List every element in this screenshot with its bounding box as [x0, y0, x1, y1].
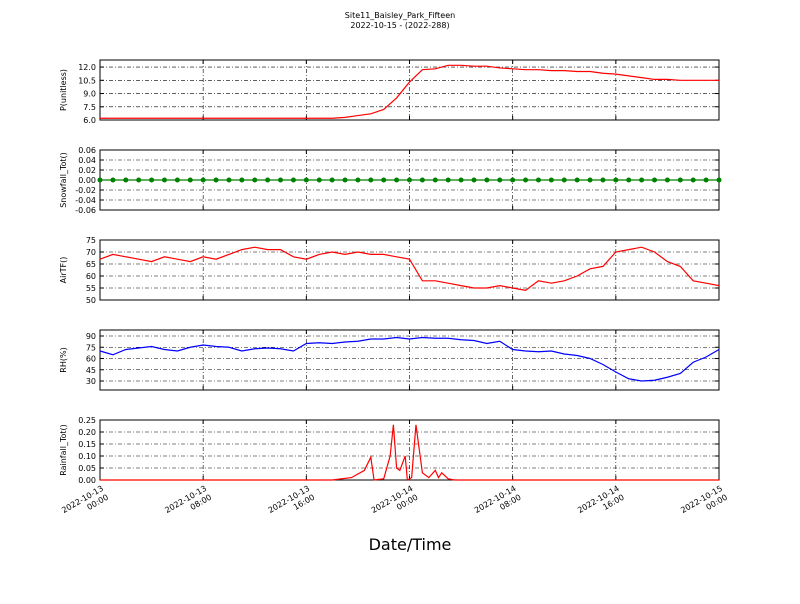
data-point — [252, 177, 258, 183]
y-tick-label: 9.0 — [83, 90, 96, 99]
data-point — [200, 177, 206, 183]
data-line — [99, 246, 720, 292]
y-tick-label: 0.02 — [78, 166, 96, 175]
data-point — [535, 177, 541, 183]
y-tick-label: -0.04 — [75, 196, 96, 205]
y-axis-label: Rainfall_Tot() — [59, 424, 68, 476]
y-tick-label: -0.02 — [75, 186, 96, 195]
y-tick-label: 75 — [86, 236, 96, 245]
data-point — [278, 177, 284, 183]
y-tick-label: 0.10 — [78, 452, 96, 461]
y-tick-label: -0.06 — [75, 206, 96, 215]
data-point — [523, 177, 529, 183]
y-tick-label: 0.00 — [78, 476, 96, 485]
data-point — [574, 177, 580, 183]
data-point — [561, 177, 567, 183]
data-point — [677, 177, 683, 183]
data-point — [265, 177, 271, 183]
data-point — [419, 177, 425, 183]
y-axis-label: Snowfall_Tot() — [59, 152, 68, 208]
data-line — [99, 336, 720, 382]
data-point — [368, 177, 374, 183]
y-tick-label: 6.0 — [83, 116, 96, 125]
y-axis-label: RH(%) — [59, 347, 68, 372]
data-point — [407, 177, 412, 183]
y-tick-label: 45 — [86, 366, 96, 375]
data-point — [471, 177, 477, 183]
y-tick-label: 12.0 — [78, 63, 96, 72]
data-line — [100, 424, 719, 481]
data-point — [290, 177, 296, 183]
y-tick-label: 0.00 — [78, 176, 96, 185]
data-point — [652, 177, 658, 183]
data-point — [510, 177, 516, 183]
y-tick-label: 0.05 — [78, 464, 96, 473]
y-tick-label: 7.5 — [83, 103, 96, 112]
data-point — [161, 177, 167, 183]
data-point — [174, 177, 180, 183]
data-point — [239, 177, 245, 183]
data-point — [342, 177, 348, 183]
data-point — [639, 177, 645, 183]
y-tick-label: 65 — [86, 260, 96, 269]
data-point — [548, 177, 554, 183]
y-tick-label: 10.5 — [78, 76, 96, 85]
data-point — [703, 177, 709, 183]
data-point — [303, 177, 309, 183]
plot-frame — [99, 419, 720, 481]
data-point — [458, 177, 464, 183]
chart-title: Site11_Baisley_Park_Fifteen — [345, 11, 455, 20]
data-point — [445, 177, 451, 183]
data-point — [600, 177, 606, 183]
data-point — [716, 177, 722, 183]
y-axis-label: P(unitless) — [59, 69, 68, 111]
data-point — [97, 177, 103, 183]
data-point — [316, 177, 322, 183]
data-point — [123, 177, 129, 183]
data-point — [613, 177, 619, 183]
y-tick-label: 70 — [86, 248, 96, 257]
plot-frame — [99, 59, 720, 121]
y-tick-label: 90 — [86, 332, 96, 341]
data-point — [149, 177, 155, 183]
plot-frame — [99, 329, 720, 391]
y-tick-label: 55 — [86, 284, 96, 293]
data-point — [329, 177, 335, 183]
y-tick-label: 0.06 — [78, 146, 96, 155]
data-point — [587, 177, 593, 183]
data-point — [626, 177, 632, 183]
y-tick-label: 50 — [86, 296, 96, 305]
data-point — [187, 177, 193, 183]
data-point — [136, 177, 142, 183]
y-tick-label: 60 — [86, 355, 96, 364]
y-tick-label: 0.25 — [78, 416, 96, 425]
x-axis-label: Date/Time — [369, 535, 452, 554]
data-point — [355, 177, 361, 183]
data-point — [381, 177, 387, 183]
y-tick-label: 0.20 — [78, 428, 96, 437]
data-point — [213, 177, 219, 183]
data-point — [497, 177, 503, 183]
y-tick-label: 30 — [86, 377, 96, 386]
data-point — [432, 177, 438, 183]
y-axis-label: AirTF() — [59, 257, 68, 284]
data-point — [664, 177, 670, 183]
chart-subtitle: 2022-10-15 - (2022-288) — [350, 21, 449, 30]
data-point — [394, 177, 400, 183]
y-tick-label: 60 — [86, 272, 96, 281]
y-tick-label: 0.04 — [78, 156, 96, 165]
data-point — [110, 177, 116, 183]
y-tick-label: 0.15 — [78, 440, 96, 449]
data-point — [690, 177, 696, 183]
data-point — [484, 177, 490, 183]
plot-frame — [99, 239, 720, 301]
y-tick-label: 75 — [86, 343, 96, 352]
data-point — [226, 177, 232, 183]
data-line — [100, 64, 719, 119]
